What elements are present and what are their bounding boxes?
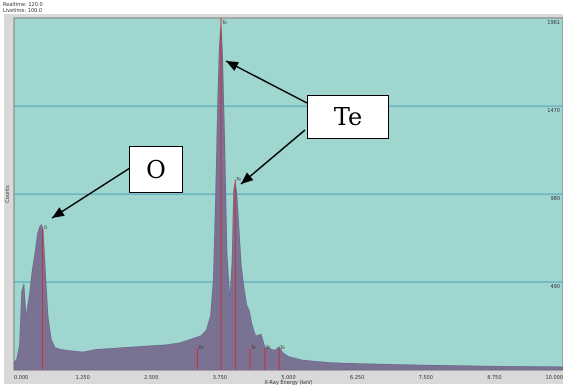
y-tick-label: 1470 [547,108,560,114]
element-marker-label: Te [221,20,227,26]
y-tick-label: 980 [550,196,560,202]
tellurium-arrow-secondary [240,129,306,185]
x-tick-label: 5.000 [281,375,295,381]
arrow-head [241,172,254,184]
oxygen-callout: O [129,146,183,193]
spectrum-area [13,21,563,371]
arrow-shaft [225,60,308,104]
element-marker-label: O [44,225,48,231]
y-tick-label: 490 [550,284,560,290]
realtime-readout: Realtime: 120.0 [3,2,43,8]
x-axis-label: X-Ray Energy (keV) [264,380,312,385]
x-tick-label: 7.500 [419,375,433,381]
arrow-head [52,207,65,218]
arrow-shaft [51,167,131,219]
tellurium-arrow-main [225,60,308,104]
x-tick-label: 6.250 [350,375,364,381]
y-axis-label: Counts [5,185,11,203]
x-tick-label: 1.250 [75,375,89,381]
arrow-shaft [240,129,306,185]
element-marker-label: Te [235,177,241,183]
x-tick-label: 10.000 [546,375,563,381]
element-marker-label: Te [279,345,285,351]
x-tick-label: 0.000 [14,375,28,381]
element-marker-label: Te [265,345,271,351]
x-tick-label: 8.750 [487,375,501,381]
livetime-readout: Livetime: 100.0 [3,8,43,14]
x-tick-label: 3.750 [213,375,227,381]
x-tick-label: 2.500 [144,375,158,381]
element-marker-label: Te [197,345,203,351]
arrow-head [226,61,239,71]
tellurium-callout: Te [307,95,389,139]
oxygen-arrow [51,167,131,219]
y-tick-label: 1961 [547,20,560,26]
element-marker-label: Te [250,345,256,351]
